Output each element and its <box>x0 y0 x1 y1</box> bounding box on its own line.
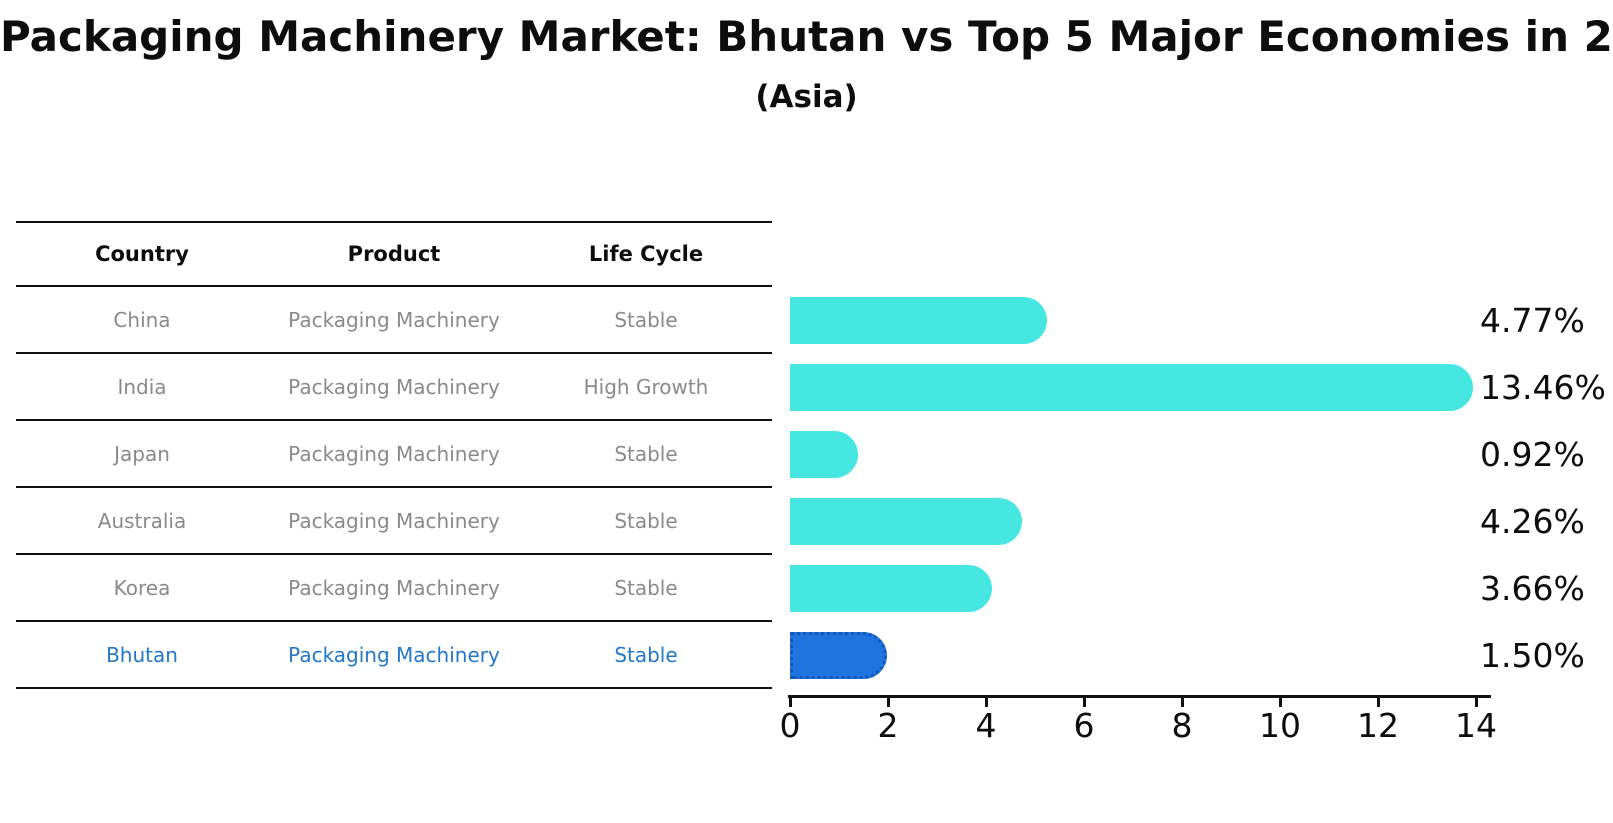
bar-highlight <box>790 632 887 679</box>
x-axis-tick <box>1279 698 1282 707</box>
x-axis-tick <box>887 698 890 707</box>
table-cell-life-cycle: Stable <box>614 307 678 332</box>
table-row: China Packaging Machinery Stable <box>16 287 772 354</box>
value-label: 1.50% <box>1480 636 1585 675</box>
table-cell-product: Packaging Machinery <box>288 307 500 332</box>
table-cell-country: Korea <box>113 575 171 600</box>
x-axis-tick-label: 12 <box>1357 706 1399 745</box>
x-axis-line <box>788 695 1491 698</box>
table-header-country: Country <box>95 242 189 266</box>
chart-subtitle: (Asia) <box>755 79 858 115</box>
table-cell-life-cycle: Stable <box>614 642 678 667</box>
value-label: 0.92% <box>1480 435 1585 474</box>
table-cell-country: China <box>113 307 171 332</box>
table-row: India Packaging Machinery High Growth <box>16 354 772 421</box>
x-axis-tick <box>985 698 988 707</box>
table-cell-life-cycle: Stable <box>614 441 678 466</box>
bar <box>790 297 1047 344</box>
value-label: 4.26% <box>1480 502 1585 541</box>
x-axis-tick-label: 2 <box>877 706 899 745</box>
value-label: 3.66% <box>1480 569 1585 608</box>
x-axis-tick <box>1377 698 1380 707</box>
table-cell-life-cycle: High Growth <box>583 374 709 399</box>
x-axis-tick-label: 6 <box>1073 706 1095 745</box>
x-axis-tick-label: 0 <box>779 706 801 745</box>
table-row: Australia Packaging Machinery Stable <box>16 488 772 555</box>
x-axis-tick-label: 14 <box>1455 706 1497 745</box>
table-cell-country: Bhutan <box>106 642 178 667</box>
table-row: Japan Packaging Machinery Stable <box>16 421 772 488</box>
table-cell-country: Australia <box>97 508 187 533</box>
value-label: 4.77% <box>1480 301 1585 340</box>
table-row: Bhutan Packaging Machinery Stable <box>16 622 772 689</box>
table-cell-product: Packaging Machinery <box>288 441 500 466</box>
x-axis-tick-label: 4 <box>975 706 997 745</box>
table-cell-product: Packaging Machinery <box>288 575 500 600</box>
comparison-table: Country Product Life Cycle China Packagin… <box>16 221 772 689</box>
table-cell-product: Packaging Machinery <box>288 642 500 667</box>
value-label: 13.46% <box>1480 368 1606 407</box>
x-axis-tick-label: 8 <box>1171 706 1193 745</box>
x-axis-tick <box>1181 698 1184 707</box>
chart-title: Packaging Machinery Market: Bhutan vs To… <box>0 12 1613 61</box>
x-axis-tick <box>1083 698 1086 707</box>
table-cell-product: Packaging Machinery <box>288 508 500 533</box>
table-header-life-cycle: Life Cycle <box>588 242 704 266</box>
table-cell-life-cycle: Stable <box>614 575 678 600</box>
table-header-row: Country Product Life Cycle <box>16 221 772 287</box>
table-row: Korea Packaging Machinery Stable <box>16 555 772 622</box>
x-axis-tick <box>1475 698 1478 707</box>
bar <box>790 498 1022 545</box>
x-axis-tick <box>789 698 792 707</box>
table-cell-product: Packaging Machinery <box>288 374 500 399</box>
bar <box>790 565 993 612</box>
table-body: China Packaging Machinery Stable India Packa… <box>16 287 772 689</box>
bar <box>790 364 1473 411</box>
table-cell-country: India <box>117 374 167 399</box>
x-axis-tick-label: 10 <box>1259 706 1301 745</box>
table-cell-life-cycle: Stable <box>614 508 678 533</box>
table-header-product: Product <box>347 242 441 266</box>
bar <box>790 431 859 478</box>
table-cell-country: Japan <box>114 441 170 466</box>
